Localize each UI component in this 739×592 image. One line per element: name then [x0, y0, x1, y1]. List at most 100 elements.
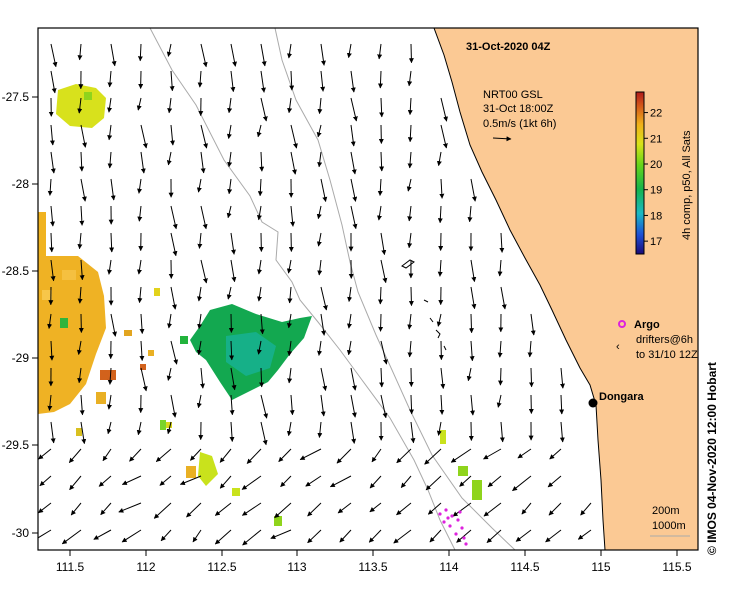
- current-vector: [407, 205, 413, 222]
- current-vector: [380, 340, 388, 365]
- current-vector: [440, 367, 446, 389]
- current-vector: [379, 151, 385, 172]
- current-vector: [110, 43, 117, 67]
- current-vector: [436, 421, 442, 436]
- scale-line-1: NRT00 GSL: [483, 89, 543, 101]
- current-vector: [377, 205, 382, 221]
- current-vector: [580, 502, 592, 516]
- current-vector: [497, 259, 503, 277]
- current-vector: [498, 367, 504, 386]
- current-vector: [260, 70, 266, 93]
- current-vector: [102, 448, 112, 462]
- current-vector: [517, 448, 532, 459]
- current-vector: [107, 151, 113, 169]
- current-vector: [110, 178, 116, 201]
- current-vector: [230, 259, 237, 283]
- current-vector: [170, 286, 177, 310]
- current-vector: [337, 502, 352, 514]
- current-vector: [577, 529, 592, 540]
- current-vector: [226, 286, 232, 300]
- current-vector: [545, 529, 562, 543]
- current-vector: [379, 97, 385, 118]
- current-vector: [230, 70, 236, 93]
- current-vector: [200, 259, 208, 284]
- current-vector: [408, 43, 414, 64]
- current-vector: [50, 259, 56, 282]
- current-vector: [377, 178, 383, 196]
- current-vector: [407, 232, 413, 249]
- current-vector: [436, 151, 442, 167]
- current-vector: [305, 475, 322, 487]
- current-vector: [166, 151, 172, 166]
- drifter-point: [446, 516, 450, 520]
- abrolhos-islands: [401, 259, 447, 351]
- current-vector: [317, 151, 323, 168]
- current-vector: [230, 232, 236, 255]
- current-vector: [377, 70, 383, 89]
- current-vector: [459, 475, 472, 487]
- sst-patch-south: [186, 430, 482, 526]
- current-vector: [166, 421, 172, 435]
- current-vector: [350, 151, 357, 175]
- current-vector: [290, 205, 296, 227]
- x-tick-label: 112: [136, 560, 155, 574]
- current-vector: [320, 70, 326, 92]
- current-vector: [286, 313, 292, 329]
- drifter-point: [458, 510, 462, 514]
- current-vector: [169, 70, 175, 92]
- current-vector: [230, 43, 237, 67]
- current-vector: [256, 340, 262, 355]
- current-vector: [79, 259, 85, 281]
- colorbar-tick-label: 22: [650, 108, 662, 120]
- current-vector: [139, 340, 145, 361]
- current-vector: [50, 151, 56, 174]
- current-vector: [427, 502, 442, 515]
- current-vector: [549, 448, 562, 460]
- current-vector: [227, 97, 233, 114]
- dongara-label: Dongara: [599, 391, 645, 403]
- current-vector: [440, 97, 448, 122]
- x-tick-label: 115.5: [662, 560, 691, 574]
- current-vector: [467, 205, 473, 223]
- x-tick-label: 113: [287, 560, 306, 574]
- current-vector: [167, 313, 172, 329]
- current-vector: [512, 475, 532, 492]
- current-vector: [229, 340, 235, 361]
- current-vector: [219, 448, 232, 463]
- current-vector: [257, 178, 263, 197]
- current-vectors: [38, 43, 592, 546]
- current-vector: [347, 313, 352, 329]
- current-vector: [226, 205, 232, 219]
- sst-patch-north: [56, 84, 106, 128]
- current-vector: [368, 529, 382, 543]
- current-vector: [199, 367, 205, 389]
- current-vector: [170, 205, 178, 230]
- current-vector: [290, 124, 298, 149]
- map-title: 31-Oct-2020 04Z: [466, 41, 551, 53]
- current-vector: [197, 70, 203, 88]
- y-tick-label: -27.5: [2, 90, 30, 104]
- current-vector: [317, 259, 323, 276]
- colorbar-tick-label: 18: [650, 210, 662, 222]
- current-vector: [140, 367, 148, 392]
- current-vector: [77, 43, 83, 61]
- current-vector: [129, 448, 142, 462]
- scale-line-2: 31-Oct 18:00Z: [483, 103, 554, 115]
- current-vector: [77, 97, 83, 114]
- current-vector: [452, 502, 472, 517]
- current-vector: [346, 43, 352, 59]
- x-tick-label: 114: [439, 560, 458, 574]
- current-vector: [80, 421, 87, 445]
- current-vector: [469, 340, 475, 362]
- current-vector: [107, 97, 113, 113]
- current-vector: [470, 178, 477, 202]
- current-vector: [61, 529, 82, 545]
- current-vector: [407, 97, 413, 116]
- current-vector: [350, 421, 357, 444]
- current-vector: [160, 529, 172, 542]
- current-vector: [483, 502, 502, 517]
- current-vector: [166, 43, 172, 57]
- current-vector: [439, 178, 445, 199]
- current-vector: [320, 313, 327, 336]
